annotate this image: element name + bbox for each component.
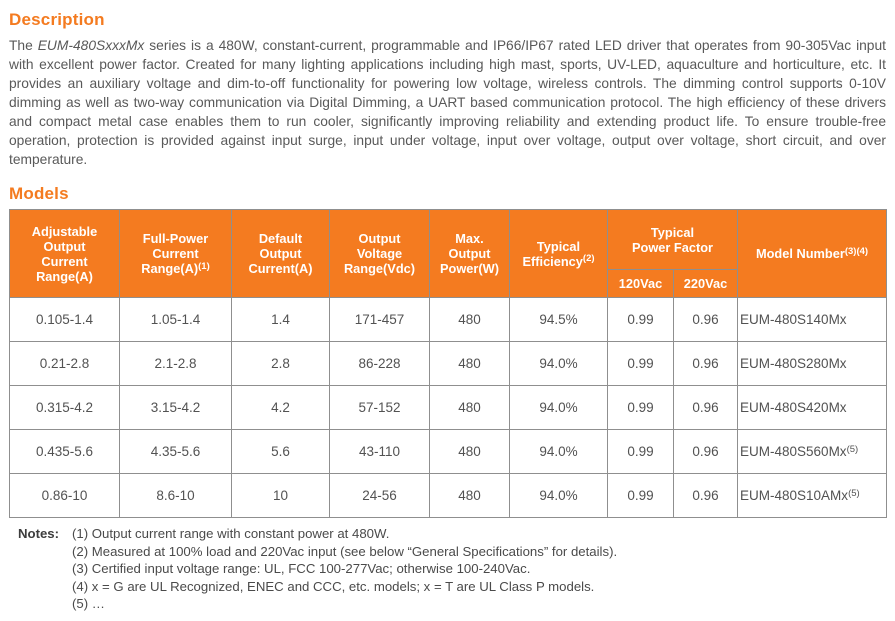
model-footnote-ref: (5)	[846, 443, 859, 455]
header-adjustable-output-current-range: Adjustable Output Current Range(A)	[9, 209, 120, 298]
cell-pf-120: 0.99	[607, 385, 674, 430]
note-line-1: (1) Output current range with constant p…	[72, 526, 390, 541]
header-label: Output Voltage Range(Vdc)	[343, 231, 416, 276]
cell-model-number: EUM-480S420Mx	[737, 385, 888, 430]
cell-pf-120: 0.99	[607, 473, 674, 518]
cell-default-current: 10	[231, 473, 330, 518]
cell-model-number: EUM-480S280Mx	[737, 341, 888, 386]
model-number-text: EUM-480S280Mx	[740, 356, 847, 371]
notes-list: (1) Output current range with constant p…	[72, 525, 886, 613]
cell-full-power-current: 1.05-1.4	[119, 297, 232, 342]
cell-efficiency: 94.5%	[509, 297, 608, 342]
header-typical-power-factor: Typical Power Factor	[606, 209, 739, 270]
table-row: 0.315-4.2 3.15-4.2 4.2 57-152 480 94.0% …	[9, 385, 888, 430]
footnote-ref-3-4: (3)(4)	[844, 245, 869, 257]
cell-full-power-current: 2.1-2.8	[119, 341, 232, 386]
cell-pf-220: 0.96	[672, 429, 739, 474]
models-heading: Models	[9, 184, 69, 203]
cell-model-number: EUM-480S560Mx(5)	[737, 429, 888, 474]
description-paragraph: The EUM-480SxxxMx series is a 480W, cons…	[9, 36, 886, 169]
notes-section: Notes: (1) Output current range with con…	[9, 525, 886, 613]
cell-efficiency: 94.0%	[509, 473, 608, 518]
header-typical-efficiency: Typical Efficiency(2)	[509, 209, 608, 298]
cell-max-power: 480	[429, 473, 510, 518]
model-number-text: EUM-480S140Mx	[740, 312, 847, 327]
cell-default-current: 5.6	[231, 429, 330, 474]
cell-default-current: 1.4	[231, 297, 330, 342]
table-subheader-row: 120Vac 220Vac	[10, 269, 887, 298]
cell-adjustable-current: 0.21-2.8	[9, 341, 120, 386]
cell-efficiency: 94.0%	[509, 429, 608, 474]
note-line-5-partial: (5) …	[72, 596, 105, 611]
footnote-ref-1: (1)	[198, 260, 210, 272]
model-number-text: EUM-480S10AMx	[740, 488, 849, 503]
cell-pf-220: 0.96	[672, 473, 739, 518]
header-label: Typical Efficiency	[522, 238, 583, 269]
description-text-prefix: The	[9, 38, 38, 53]
table-row: 0.435-5.6 4.35-5.6 5.6 43-110 480 94.0% …	[9, 429, 888, 474]
header-label: Typical Power Factor	[631, 224, 714, 255]
header-full-power-current-range: Full-Power Current Range(A)(1)	[119, 209, 232, 298]
header-label: Adjustable Output Current Range(A)	[31, 223, 98, 284]
cell-efficiency: 94.0%	[509, 341, 608, 386]
cell-efficiency: 94.0%	[509, 385, 608, 430]
header-pf-120vac: 120Vac	[607, 269, 674, 298]
header-output-voltage-range: Output Voltage Range(Vdc)	[329, 209, 430, 298]
cell-full-power-current: 4.35-5.6	[119, 429, 232, 474]
cell-adjustable-current: 0.435-5.6	[9, 429, 120, 474]
model-number-text: EUM-480S420Mx	[740, 400, 847, 415]
note-line-4: (4) x = G are UL Recognized, ENEC and CC…	[72, 578, 595, 594]
cell-pf-120: 0.99	[607, 341, 674, 386]
header-pf-220vac: 220Vac	[672, 269, 739, 298]
cell-full-power-current: 3.15-4.2	[119, 385, 232, 430]
cell-default-current: 2.8	[231, 341, 330, 386]
cell-output-voltage: 43-110	[329, 429, 430, 474]
header-default-output-current: Default Output Current(A)	[231, 209, 330, 298]
cell-pf-220: 0.96	[672, 385, 739, 430]
cell-max-power: 480	[429, 341, 510, 386]
table-row: 0.105-1.4 1.05-1.4 1.4 171-457 480 94.5%…	[9, 297, 888, 342]
header-label: Full-Power Current Range(A)	[141, 231, 209, 276]
models-table: Adjustable Output Current Range(A) Full-…	[9, 209, 888, 518]
cell-pf-220: 0.96	[672, 341, 739, 386]
cell-default-current: 4.2	[231, 385, 330, 430]
header-label: Max. Output Power(W)	[439, 231, 499, 276]
series-name: EUM-480SxxxMx	[37, 38, 145, 53]
note-line-2: (2) Measured at 100% load and 220Vac inp…	[72, 543, 618, 559]
cell-output-voltage: 86-228	[329, 341, 430, 386]
cell-adjustable-current: 0.86-10	[9, 473, 120, 518]
cell-model-number: EUM-480S10AMx(5)	[737, 473, 888, 518]
description-text-body: series is a 480W, constant-current, prog…	[9, 38, 886, 167]
cell-adjustable-current: 0.315-4.2	[9, 385, 120, 430]
cell-adjustable-current: 0.105-1.4	[9, 297, 120, 342]
cell-output-voltage: 24-56	[329, 473, 430, 518]
header-label: Default Output Current(A)	[248, 231, 313, 276]
cell-output-voltage: 171-457	[329, 297, 430, 342]
header-label: Model Number	[755, 246, 845, 261]
table-row: 0.86-10 8.6-10 10 24-56 480 94.0% 0.99 0…	[9, 473, 888, 518]
model-number-text: EUM-480S560Mx	[740, 444, 847, 459]
cell-max-power: 480	[429, 297, 510, 342]
note-line-3: (3) Certified input voltage range: UL, F…	[72, 561, 531, 576]
model-footnote-ref: (5)	[848, 487, 860, 499]
header-model-number: Model Number(3)(4)	[737, 209, 888, 298]
footnote-ref-2: (2)	[582, 253, 595, 264]
cell-pf-220: 0.96	[672, 297, 739, 342]
table-row: 0.21-2.8 2.1-2.8 2.8 86-228 480 94.0% 0.…	[9, 341, 888, 386]
header-max-output-power: Max. Output Power(W)	[429, 209, 510, 298]
table-header-row: Adjustable Output Current Range(A) Full-…	[9, 209, 888, 298]
cell-pf-120: 0.99	[607, 429, 674, 474]
cell-full-power-current: 8.6-10	[119, 473, 232, 518]
cell-output-voltage: 57-152	[329, 385, 430, 430]
cell-max-power: 480	[429, 429, 510, 474]
cell-pf-120: 0.99	[607, 297, 674, 342]
description-heading: Description	[9, 10, 105, 29]
notes-label: Notes:	[18, 526, 60, 541]
cell-model-number: EUM-480S140Mx	[737, 297, 888, 342]
cell-max-power: 480	[429, 385, 510, 430]
